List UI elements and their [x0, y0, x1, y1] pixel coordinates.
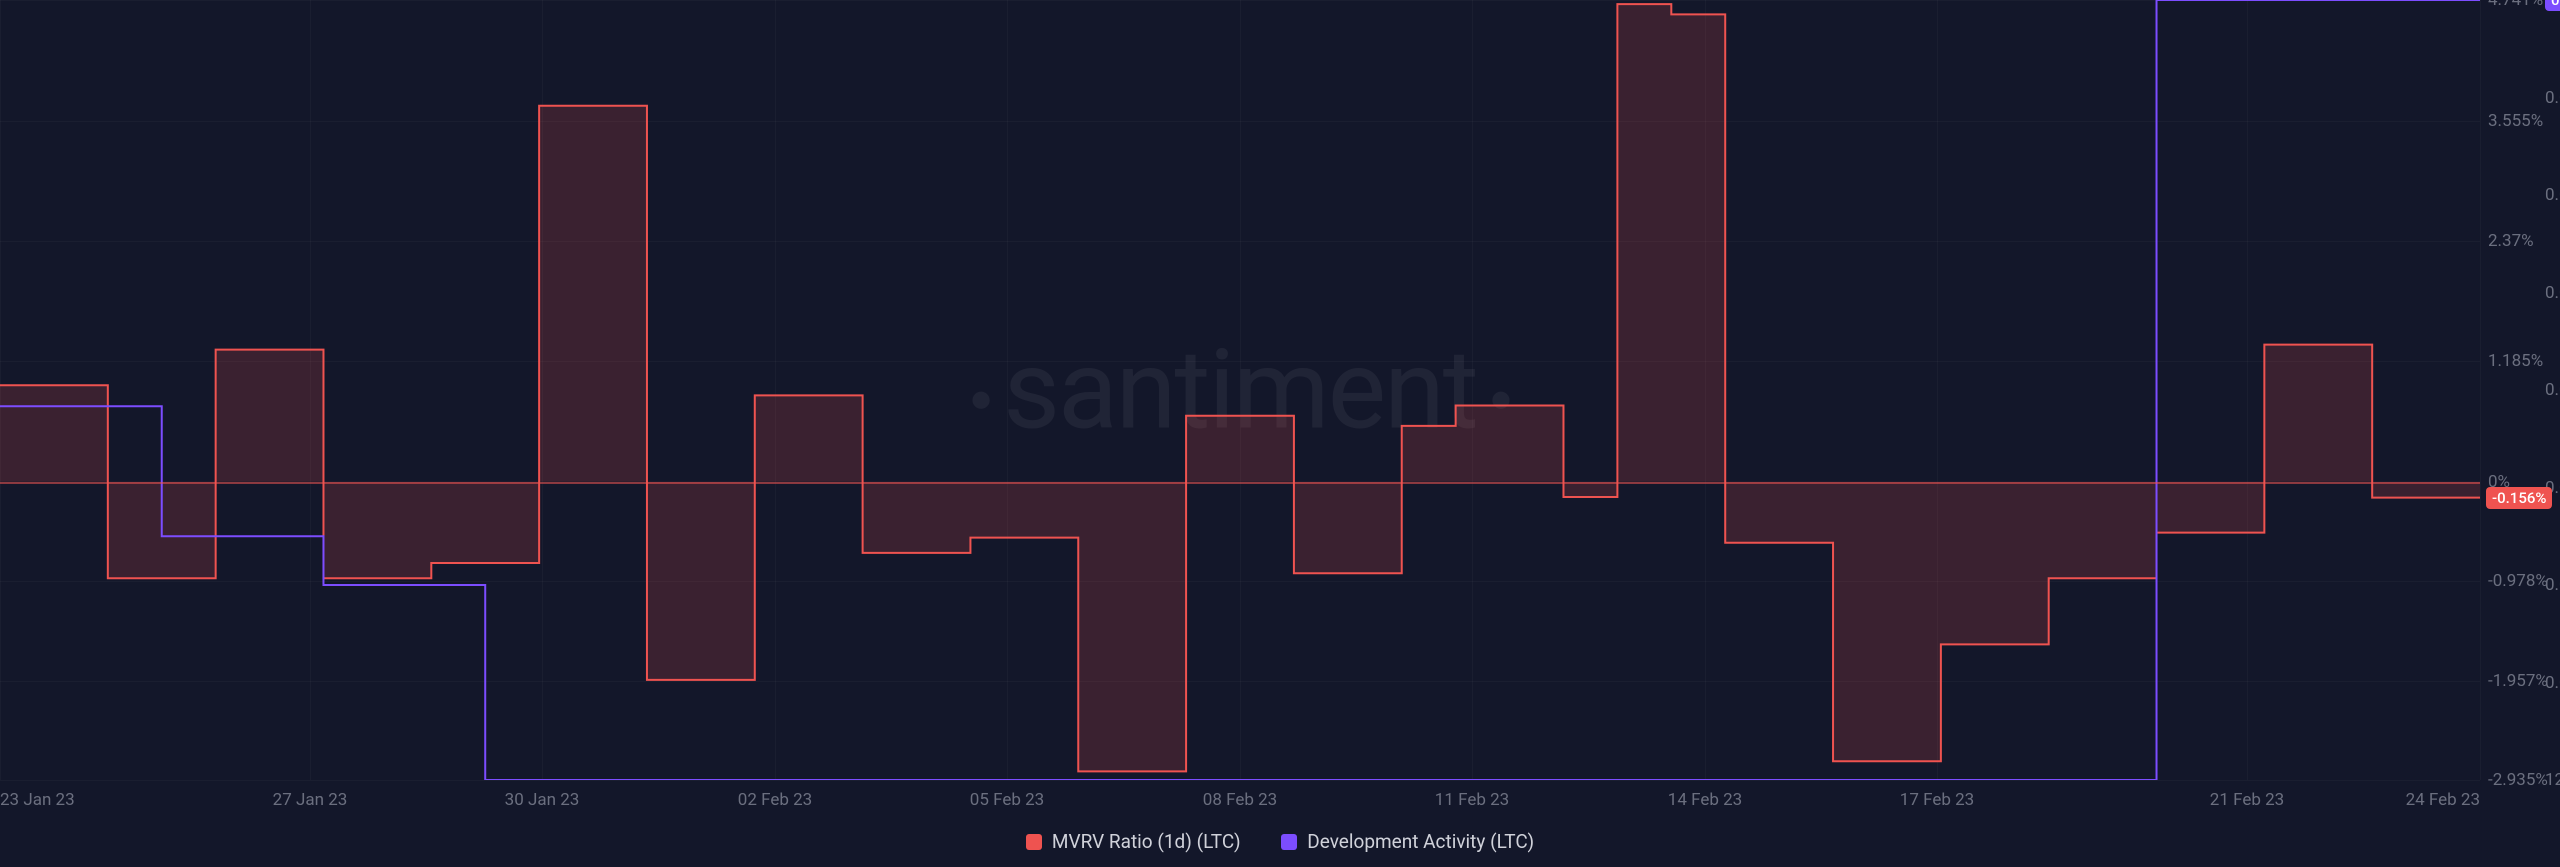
legend-label: Development Activity (LTC) — [1307, 830, 1534, 853]
legend-label: MVRV Ratio (1d) (LTC) — [1052, 830, 1241, 853]
chart-svg — [0, 0, 2480, 780]
zero-line — [0, 482, 2480, 484]
legend-item-dev[interactable]: Development Activity (LTC) — [1281, 830, 1534, 853]
marker-badge-mvrv: -0.156% — [2486, 487, 2552, 509]
chart-plot-area[interactable]: ●santiment● — [0, 0, 2480, 780]
legend-swatch-mvrv — [1026, 834, 1042, 850]
legend: MVRV Ratio (1d) (LTC) Development Activi… — [0, 830, 2560, 855]
x-axis-labels: 23 Jan 2327 Jan 2330 Jan 2302 Feb 2305 F… — [0, 790, 2480, 814]
legend-item-mvrv[interactable]: MVRV Ratio (1d) (LTC) — [1026, 830, 1241, 853]
legend-swatch-dev — [1281, 834, 1297, 850]
marker-badge-dev: 0.048 — [2545, 0, 2560, 11]
